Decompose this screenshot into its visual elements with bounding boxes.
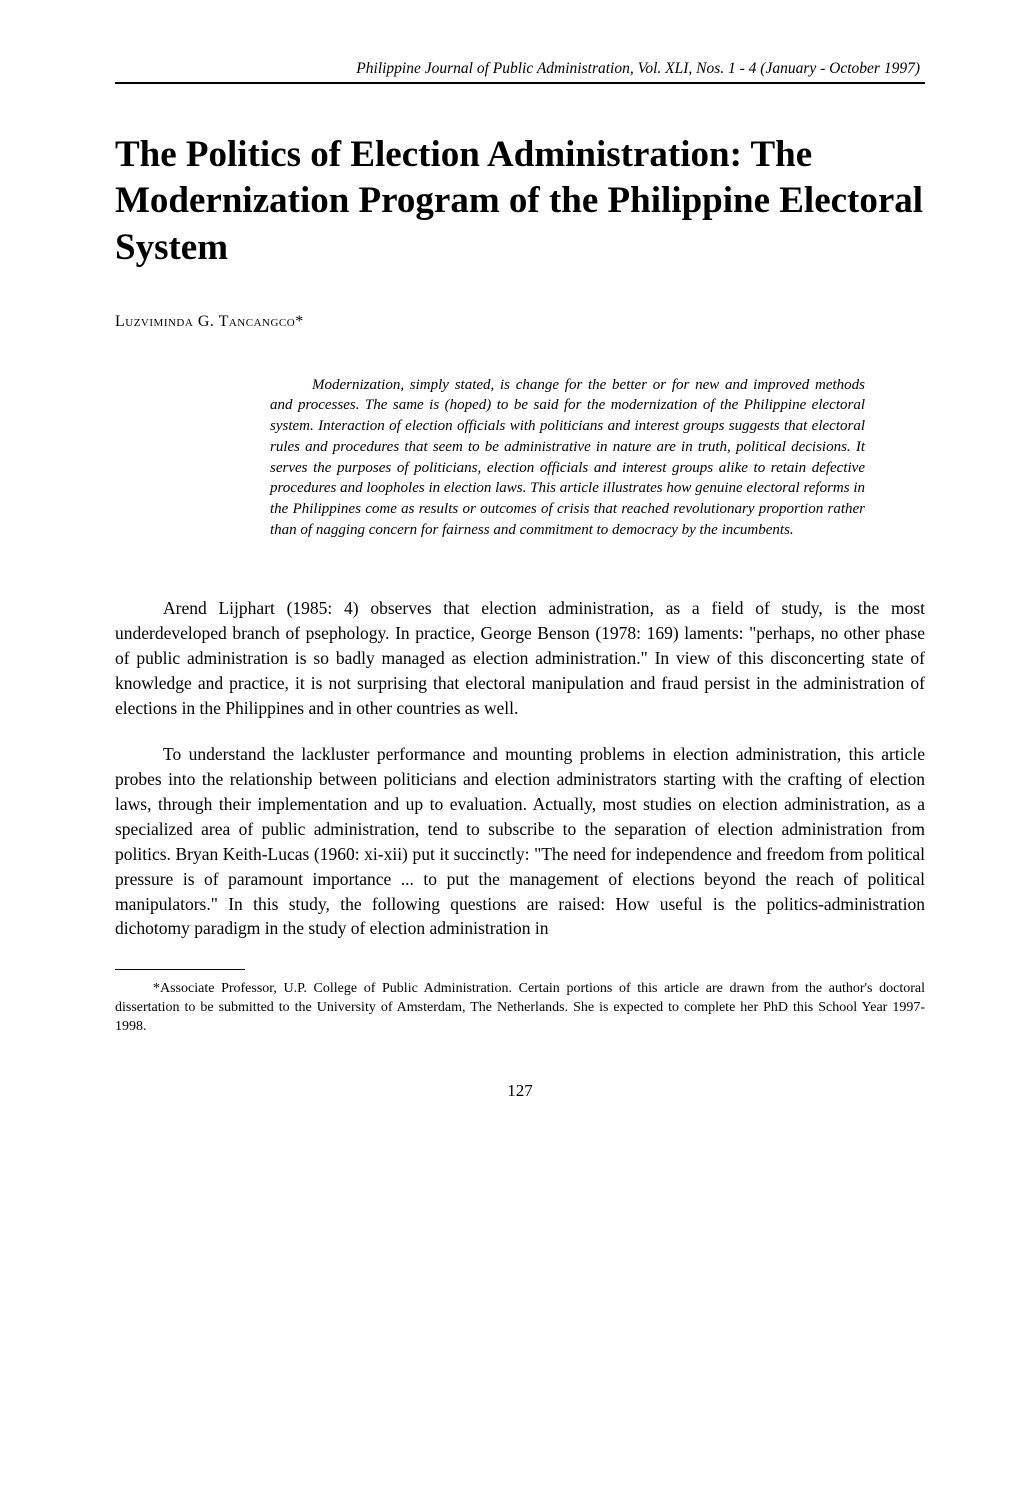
para-text: To understand the lackluster performance… (115, 744, 925, 938)
footnote: *Associate Professor, U.P. College of Pu… (115, 980, 925, 1037)
footnote-content: *Associate Professor, U.P. College of Pu… (115, 981, 925, 1034)
article-title: The Politics of Election Administration:… (115, 132, 925, 271)
author-line: Luzviminda G. Tancangco* (115, 313, 925, 331)
header-rule (115, 82, 925, 84)
running-header: Philippine Journal of Public Administrat… (115, 60, 925, 78)
footnote-rule (115, 969, 245, 970)
body-paragraph-2: To understand the lackluster performance… (115, 742, 925, 941)
para-text: Arend Lijphart (1985: 4) observes that e… (115, 598, 925, 717)
body-paragraph-1: Arend Lijphart (1985: 4) observes that e… (115, 596, 925, 720)
page-number: 127 (115, 1081, 925, 1101)
abstract: Modernization, simply stated, is change … (270, 375, 865, 541)
abstract-text: Modernization, simply stated, is change … (270, 377, 865, 538)
author-name: Luzviminda G. Tancangco* (115, 313, 304, 330)
